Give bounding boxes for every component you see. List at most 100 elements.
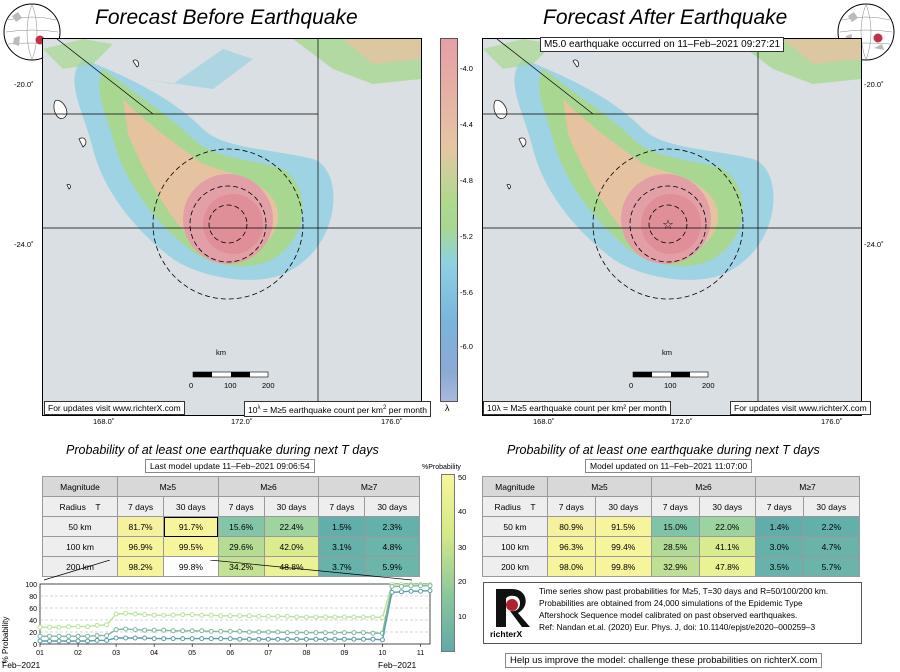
data-point <box>199 628 205 634</box>
table-cell: 15.6% <box>217 516 265 537</box>
th-30d: 30 days <box>364 496 420 517</box>
data-point <box>284 613 290 619</box>
y-tick-label: 0 <box>33 642 37 649</box>
data-point <box>170 636 176 642</box>
left-units-note: 10λ = M≥5 earthquake count per km2 per m… <box>244 401 432 417</box>
x-tick-label: 08 <box>302 650 310 657</box>
table-cell: 48.8% <box>263 556 320 577</box>
left-probability-table: Magnitude M≥5 M≥6 M≥7 Radius T 7 days 30… <box>42 476 420 577</box>
right-units-note: 10λ = M≥5 earthquake count per km² per m… <box>483 401 671 415</box>
x-tick-label: 06 <box>226 650 234 657</box>
data-point <box>180 636 186 642</box>
data-point <box>351 614 357 620</box>
right-scale-tick-200: 200 <box>702 381 715 390</box>
th-30d: 30 days <box>698 496 756 517</box>
left-lon-tick-3: 176.0˚ <box>381 417 403 426</box>
data-point <box>208 612 214 618</box>
data-point <box>218 613 224 619</box>
data-point <box>37 633 43 639</box>
table-cell: 5.7% <box>802 556 861 577</box>
table-cell: 4.8% <box>364 536 420 557</box>
th-7d: 7 days <box>318 496 366 517</box>
data-point <box>75 638 81 644</box>
cb-tick-1: -4.0 <box>460 64 473 73</box>
probability-time-series-chart: 100 80 60 40 20 001 02 03 04 05 06 07 08 09 10 11 % Pro… <box>1 560 433 663</box>
data-point <box>427 588 433 594</box>
x-tick-label: 07 <box>264 650 272 657</box>
data-point <box>47 633 53 639</box>
data-point <box>161 636 167 642</box>
probability-colorbar <box>441 474 455 652</box>
data-point <box>256 636 262 642</box>
table-cell: 4.7% <box>802 536 861 557</box>
callout-line-right <box>209 560 413 581</box>
data-point <box>66 624 72 630</box>
table-row: 50 km 80.9% 91.5% 15.0% 22.0% 1.4% 2.2% <box>482 516 861 537</box>
data-point <box>408 583 414 589</box>
table-cell: 3.1% <box>318 536 366 557</box>
right-map-title: Forecast After Earthquake <box>543 6 788 29</box>
data-point <box>360 630 366 636</box>
table-cell: 2.3% <box>364 516 420 537</box>
right-model-update: Model updated on 11–Feb–2021 11:07:00 <box>585 459 753 473</box>
data-point <box>341 614 347 620</box>
data-point <box>417 583 423 589</box>
table-cell: 98.2% <box>116 556 165 577</box>
data-point <box>237 613 243 619</box>
th-magnitude: Magnitude <box>42 476 118 497</box>
right-lon-tick-1: 168.0˚ <box>533 417 555 426</box>
cb-tick-3: -4.8 <box>460 176 473 185</box>
data-point <box>351 630 357 636</box>
table-cell: 34.2% <box>217 556 265 577</box>
x-end-label: Feb–2021 <box>378 660 417 670</box>
table-cell: 80.9% <box>547 516 596 537</box>
help-link[interactable]: Help us improve the model: challenge the… <box>505 653 823 668</box>
table-cell: 96.3% <box>547 536 596 557</box>
data-point <box>56 638 62 644</box>
plot-frame <box>39 583 431 645</box>
x-tick-label: 01 <box>36 650 44 657</box>
table-cell: 81.7% <box>116 516 165 537</box>
data-point <box>104 622 110 628</box>
data-point <box>132 627 138 633</box>
y-tick-label: 80 <box>29 594 37 601</box>
data-point <box>227 636 233 642</box>
x-tick-label: 11 <box>417 650 424 657</box>
data-point <box>170 612 176 618</box>
table-cell: 3.5% <box>754 556 804 577</box>
data-point <box>170 628 176 634</box>
data-point <box>161 612 167 618</box>
data-point <box>218 628 224 634</box>
table-cell: 99.5% <box>163 536 219 557</box>
data-point <box>47 638 53 644</box>
data-point <box>370 614 376 620</box>
data-point <box>322 630 328 636</box>
table-cell: 98.0% <box>547 556 596 577</box>
left-update-note: For updates visit www.richterX.com <box>44 401 185 415</box>
table-cell: 96.9% <box>116 536 165 557</box>
data-point <box>199 636 205 642</box>
table-row: 50 km 81.7% 91.7% 15.6% 22.4% 1.5% 2.3% <box>42 516 420 537</box>
th-m5: M≥5 <box>547 476 652 497</box>
data-point <box>408 588 414 594</box>
data-point <box>237 628 243 634</box>
th-30d: 30 days <box>594 496 652 517</box>
data-point <box>303 614 309 620</box>
data-point <box>161 627 167 633</box>
data-point <box>313 630 319 636</box>
table-row: 100 km 96.3% 99.4% 28.5% 41.1% 3.0% 4.7% <box>482 536 861 557</box>
table-cell: 29.6% <box>217 536 265 557</box>
y-tick-label: 40 <box>29 618 37 625</box>
data-point <box>37 624 43 630</box>
x-tick-label: 04 <box>150 650 158 657</box>
data-point <box>398 589 404 595</box>
right-forecast-map[interactable]: ☆ <box>482 38 862 416</box>
info-line-2: Probabilities are obtained from 24,000 s… <box>539 598 803 608</box>
th-7d: 7 days <box>650 496 700 517</box>
data-point <box>360 614 366 620</box>
data-point <box>142 612 148 618</box>
left-forecast-map[interactable] <box>42 38 422 416</box>
data-point <box>370 636 376 642</box>
data-point <box>303 630 309 636</box>
prob-colorbar-label: %Probability <box>422 464 461 471</box>
